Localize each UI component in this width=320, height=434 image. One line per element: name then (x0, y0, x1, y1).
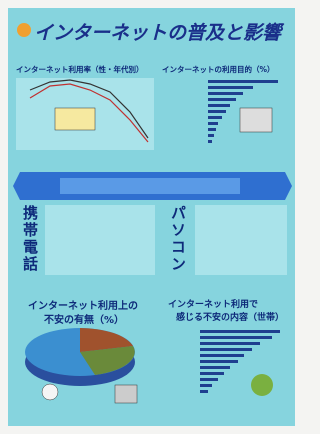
section-heading: インターネット利用率（性・年代別） (16, 64, 144, 75)
page: インターネットの普及と影響 インターネット利用率（性・年代別） インターネットの… (0, 0, 303, 434)
section-heading: パソコン (168, 205, 189, 273)
title: インターネットの普及と影響 (34, 18, 281, 45)
banner-band (60, 178, 240, 194)
section-heading: 携帯電話 (20, 205, 41, 273)
section-heading: インターネット利用で (168, 297, 258, 310)
section-heading: 不安の有無（%） (44, 311, 124, 326)
at-icon (17, 23, 31, 37)
character-illustration (251, 374, 273, 396)
section-heading: インターネットの利用目的（%） (162, 64, 275, 75)
illustration (55, 108, 95, 130)
poster: インターネットの普及と影響 インターネット利用率（性・年代別） インターネットの… (0, 0, 303, 434)
computer-illustration (115, 385, 137, 403)
character-illustration (42, 384, 58, 400)
computer-illustration (240, 108, 272, 132)
pc-bars (195, 205, 287, 275)
mobile-bars (45, 205, 155, 275)
section-heading: インターネット利用上の (28, 297, 138, 312)
section-heading: 感じる不安の内容（世帯） (176, 310, 284, 323)
